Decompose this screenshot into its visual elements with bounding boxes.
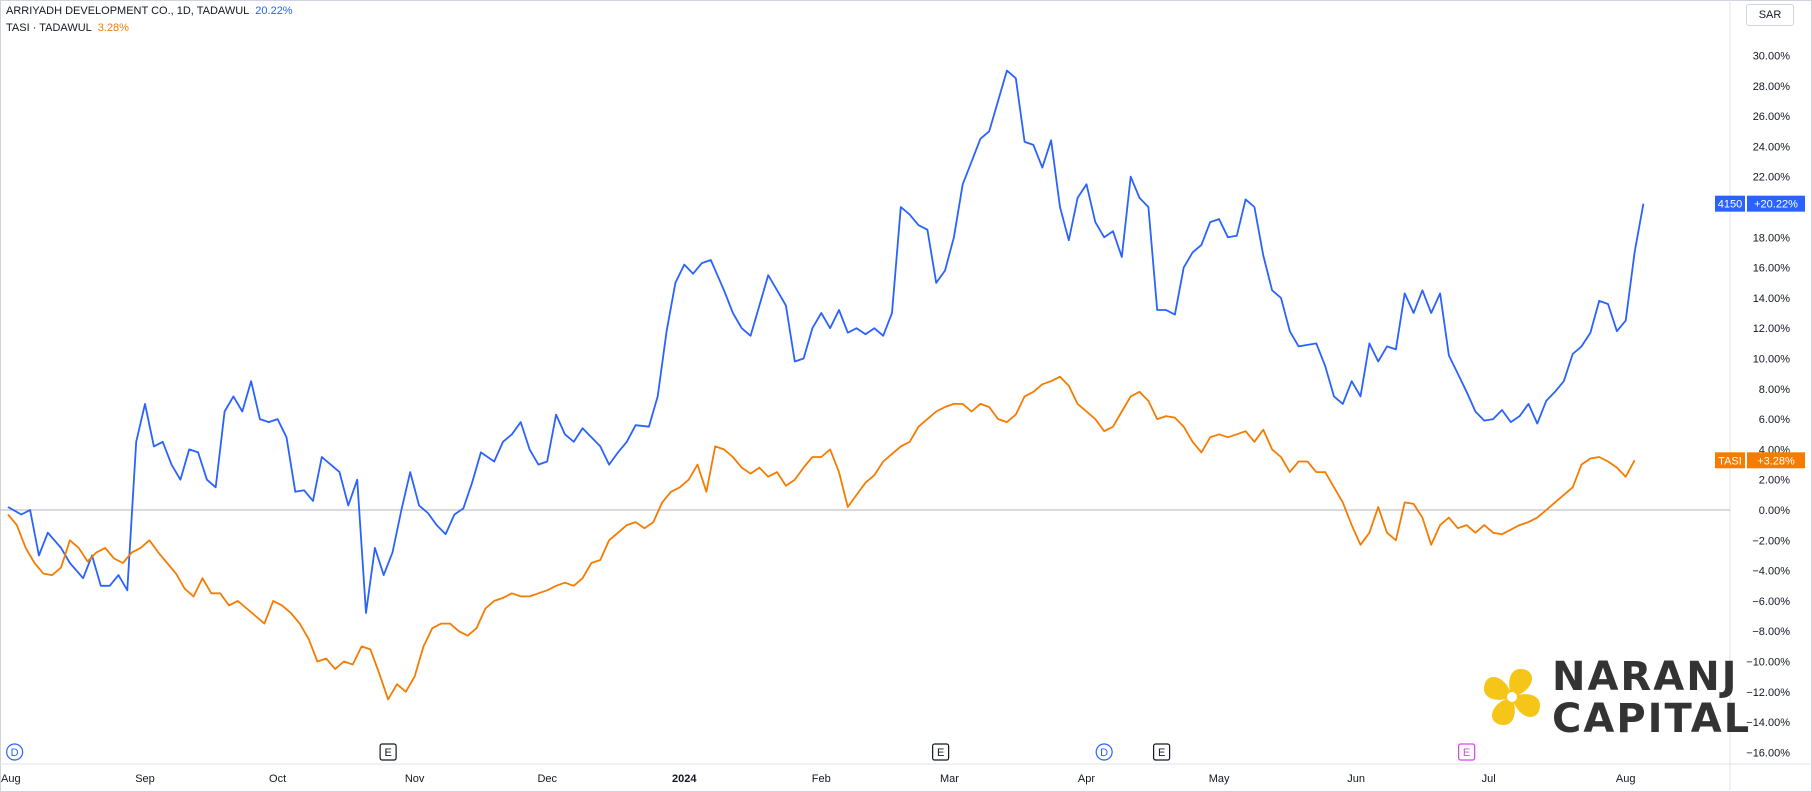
legend-series-1[interactable]: ARRIYADH DEVELOPMENT CO., 1D, TADAWUL 20.… (6, 5, 293, 17)
y-tick-label: −14.00% (1746, 717, 1790, 729)
series-line-1[interactable] (7, 69, 1645, 614)
event-marker-label: E (1158, 747, 1165, 759)
x-tick-label: Oct (269, 773, 286, 785)
series-1-price-badge-symbol: 4150 (1718, 199, 1742, 211)
y-tick-label: −4.00% (1752, 566, 1790, 578)
x-tick-label: Nov (405, 773, 425, 785)
dividend-event-marker[interactable] (1095, 743, 1113, 761)
y-tick-label: 8.00% (1759, 384, 1790, 396)
y-tick-label: 0.00% (1759, 505, 1790, 517)
series-line-2[interactable] (7, 375, 1636, 701)
legend-series-2-label: TASI · TADAWUL (6, 22, 92, 34)
y-tick-label: −16.00% (1746, 747, 1790, 759)
event-marker-label: E (1463, 747, 1470, 759)
x-tick-label: Dec (537, 773, 557, 785)
earnings-event-marker[interactable] (379, 743, 397, 761)
legend-series-2-value: 3.28% (97, 22, 129, 34)
logo-line-2: CAPITAL (1552, 696, 1751, 742)
logo-petal (1512, 694, 1540, 717)
x-tick-label: Jul (1482, 773, 1496, 785)
y-tick-label: 28.00% (1753, 81, 1791, 93)
logo-petal (1484, 677, 1512, 700)
series-2-price-badge-value-bg (1747, 452, 1805, 469)
legend-series-2[interactable]: TASI · TADAWUL 3.28% (6, 22, 129, 34)
event-marker-label: E (384, 747, 391, 759)
y-tick-label: 2.00% (1759, 475, 1790, 487)
x-tick-label: Mar (940, 773, 959, 785)
legend-series-1-label: ARRIYADH DEVELOPMENT CO., 1D, TADAWUL (6, 5, 250, 17)
series-1-price-badge-value-bg (1747, 195, 1805, 212)
y-tick-label: 10.00% (1753, 354, 1791, 366)
y-tick-label: 16.00% (1753, 263, 1791, 275)
x-tick-label: Jun (1347, 773, 1365, 785)
x-tick-label: Aug (1616, 773, 1636, 785)
earnings-event-marker[interactable] (932, 743, 950, 761)
legend-series-1-value: 20.22% (255, 5, 293, 17)
earnings-event-marker[interactable] (1457, 743, 1476, 761)
logo-center (1507, 692, 1517, 702)
x-tick-label: Sep (135, 773, 155, 785)
event-marker-label: E (937, 747, 944, 759)
x-tick-label: Aug (1, 773, 21, 785)
y-tick-label: −12.00% (1746, 687, 1790, 699)
y-tick-label: 30.00% (1753, 51, 1791, 63)
logo-petal (1509, 669, 1532, 697)
y-tick-label: 26.00% (1753, 111, 1791, 123)
y-tick-label: −6.00% (1752, 596, 1790, 608)
currency-button[interactable]: SAR (1746, 4, 1794, 26)
event-marker-label: D (1100, 747, 1108, 759)
y-tick-label: −10.00% (1746, 657, 1790, 669)
x-tick-label: Apr (1078, 773, 1095, 785)
series-1-price-badge-value: +20.22% (1754, 199, 1798, 211)
x-tick-label: May (1209, 773, 1230, 785)
y-tick-label: −2.00% (1752, 535, 1790, 547)
y-tick-label: 24.00% (1753, 141, 1791, 153)
series-2-price-badge-value: +3.28% (1757, 455, 1795, 467)
dividend-event-marker[interactable] (6, 743, 24, 761)
y-tick-label: 22.00% (1753, 172, 1791, 184)
y-tick-label: 6.00% (1759, 414, 1790, 426)
y-tick-label: 12.00% (1753, 323, 1791, 335)
event-marker-label: D (11, 747, 19, 759)
y-tick-label: 14.00% (1753, 293, 1791, 305)
logo-petal (1492, 697, 1515, 725)
series-1-price-badge-symbol-bg (1715, 195, 1745, 212)
earnings-event-marker[interactable] (1153, 743, 1171, 761)
y-tick-label: −8.00% (1752, 626, 1790, 638)
x-tick-label: 2024 (672, 773, 697, 785)
x-tick-label: Feb (812, 773, 831, 785)
series-2-price-badge-symbol: TASI (1718, 455, 1742, 467)
logo-line-1: NARANJ (1552, 654, 1739, 700)
series-2-price-badge-symbol-bg (1715, 452, 1745, 469)
y-tick-label: 18.00% (1753, 232, 1791, 244)
